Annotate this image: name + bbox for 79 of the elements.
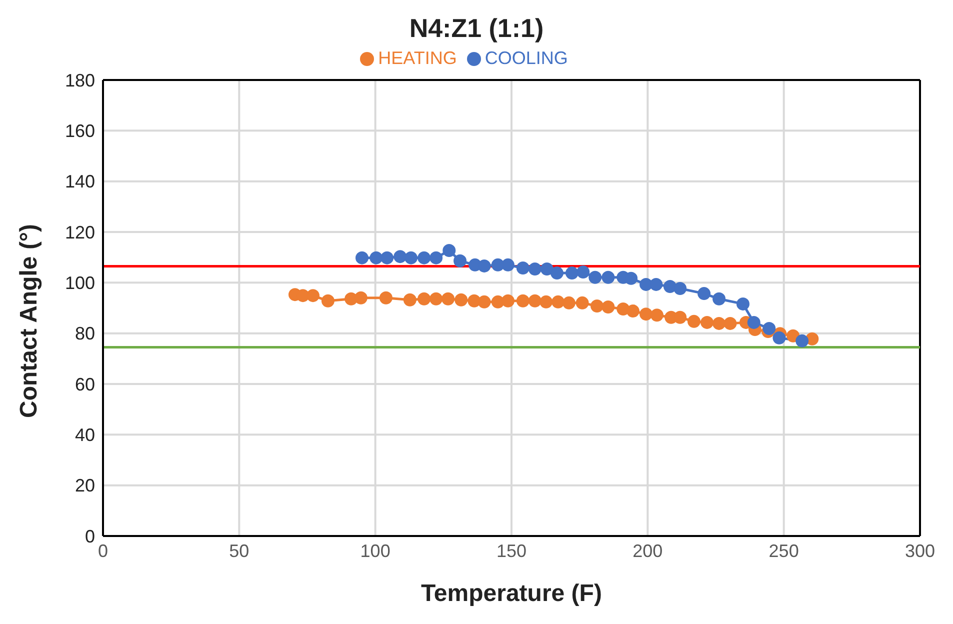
y-tick-label: 80 — [74, 324, 95, 344]
point — [516, 294, 530, 308]
point — [501, 258, 514, 272]
y-tick-label: 140 — [64, 172, 95, 192]
y-tick-label: 120 — [64, 222, 95, 242]
point — [355, 251, 368, 264]
legend-label: COOLING — [484, 48, 568, 68]
point — [442, 292, 455, 306]
point — [430, 251, 443, 264]
point — [674, 282, 687, 295]
point — [404, 251, 418, 264]
x-tick-label: 50 — [229, 540, 250, 561]
point — [576, 266, 590, 279]
point — [552, 295, 565, 308]
point — [478, 295, 491, 308]
point — [736, 297, 750, 310]
x-tick-label: 150 — [496, 540, 527, 561]
x-axis-title: Temperature (F) — [421, 580, 602, 607]
point — [528, 294, 542, 308]
point — [354, 291, 368, 304]
point — [796, 334, 809, 348]
point — [590, 299, 604, 312]
point — [478, 259, 491, 272]
point — [442, 244, 456, 257]
point — [698, 287, 711, 300]
x-tick-label: 100 — [360, 540, 390, 561]
x-tick-label: 0 — [98, 540, 108, 561]
point — [624, 272, 638, 285]
point — [772, 331, 786, 344]
y-tick-label: 180 — [64, 70, 95, 90]
point — [528, 262, 542, 276]
point — [712, 316, 726, 330]
y-tick-label: 60 — [74, 374, 95, 394]
point — [674, 310, 687, 324]
point — [501, 294, 514, 308]
point — [380, 251, 394, 264]
chart-title: N4:Z1 (1:1) — [408, 12, 545, 45]
x-tick-label: 250 — [768, 540, 799, 561]
point — [640, 308, 653, 321]
point — [550, 266, 564, 280]
point — [516, 261, 530, 274]
point — [370, 251, 383, 264]
y-tick-label: 100 — [64, 273, 95, 294]
point — [650, 278, 663, 291]
point — [724, 316, 737, 330]
point — [562, 296, 576, 310]
point — [602, 300, 615, 314]
point — [747, 316, 760, 329]
point — [394, 250, 407, 264]
y-tick-label: 0 — [84, 526, 95, 546]
point — [430, 292, 443, 306]
point — [418, 292, 431, 306]
point — [540, 262, 554, 276]
point — [540, 295, 553, 308]
point — [664, 280, 676, 293]
point — [321, 294, 334, 308]
y-axis-title: Contact Angle (°) — [16, 224, 43, 418]
point — [306, 289, 320, 302]
point — [700, 316, 714, 329]
point — [712, 292, 726, 306]
point — [576, 296, 589, 310]
point — [650, 308, 664, 322]
point — [454, 254, 467, 268]
point — [762, 322, 776, 336]
x-tick-label: 300 — [904, 540, 936, 561]
point — [565, 266, 578, 280]
point — [379, 291, 392, 304]
point — [687, 314, 700, 328]
legend-label: HEATING — [378, 48, 457, 68]
point — [454, 293, 468, 306]
y-tick-label: 40 — [74, 425, 95, 446]
x-tick-label: 200 — [632, 540, 663, 561]
point — [588, 270, 602, 284]
point — [403, 293, 416, 306]
point — [626, 304, 640, 318]
point — [418, 251, 431, 264]
y-tick-label: 160 — [64, 121, 95, 142]
point — [602, 270, 615, 284]
y-tick-label: 20 — [74, 476, 95, 496]
